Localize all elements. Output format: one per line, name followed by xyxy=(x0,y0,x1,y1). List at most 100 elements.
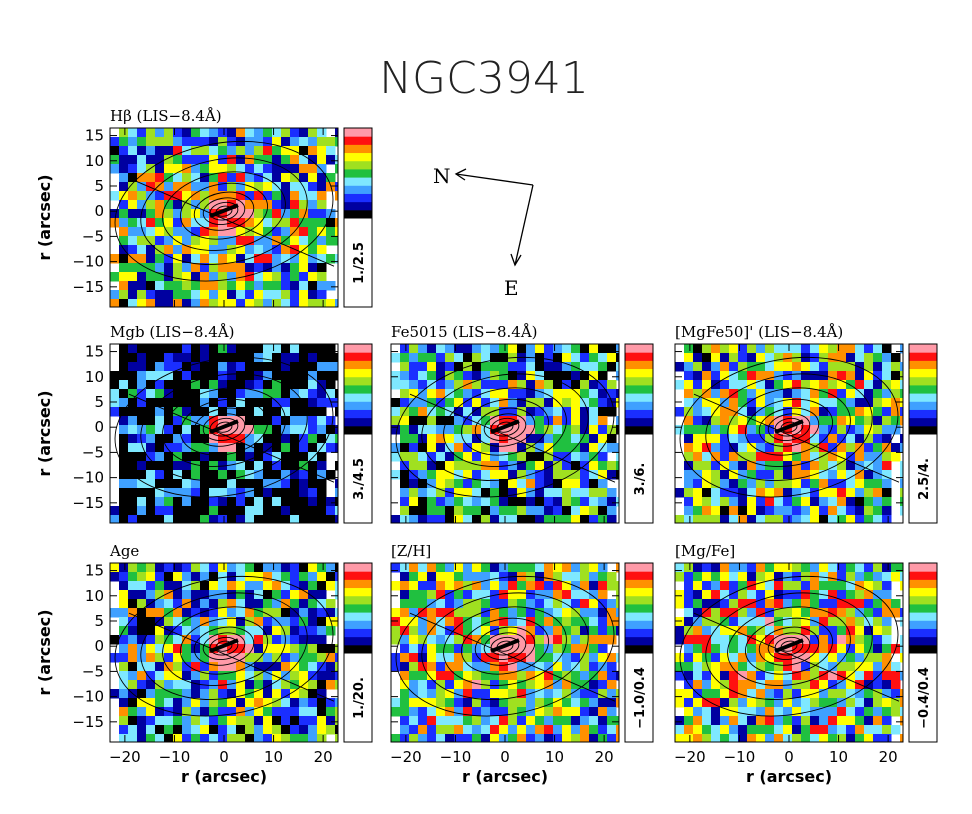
isophote-contours xyxy=(114,140,334,282)
panel-label: Age xyxy=(109,542,139,560)
x-tick-label: −10 xyxy=(159,748,191,766)
panel-label: [MgFe50]' (LIS−8.4Å) xyxy=(675,323,843,341)
compass-east-arrowhead xyxy=(510,253,522,267)
slit-line xyxy=(693,612,900,702)
panel-hbeta: Hβ (LIS−8.4Å) 15 10 5 0 −5 −10 −15 r (arcsec) 1./… xyxy=(35,107,373,308)
slit-line xyxy=(128,393,335,483)
isophote-contours xyxy=(395,575,615,717)
colorbar-range: −1.0/0.4 xyxy=(633,667,648,729)
isophote-contours xyxy=(114,356,334,498)
slit-line xyxy=(128,612,335,702)
map-hbeta xyxy=(110,128,338,307)
colorbar: 2.5/4. xyxy=(908,343,938,524)
panel-zh: [Z/H] −20 −10 0 10 20 r (arcsec) −1.0/0.4 xyxy=(390,542,654,786)
x-tick-label: 0 xyxy=(500,748,510,766)
kinematic-axis xyxy=(209,638,239,654)
y-tick-label: 5 xyxy=(94,393,104,411)
compass-rose xyxy=(454,168,534,267)
compass-east-arrow xyxy=(514,184,534,266)
panel-label: Mgb (LIS−8.4Å) xyxy=(110,323,234,341)
map-age xyxy=(110,563,338,742)
kinematic-axis xyxy=(774,638,804,654)
x-axis-ticks xyxy=(689,344,889,523)
y-tick-label: 5 xyxy=(94,612,104,630)
y-tick-label: 5 xyxy=(94,177,104,195)
y-axis-ticks xyxy=(391,351,619,504)
x-tick-label: 0 xyxy=(219,748,229,766)
y-axis-ticks: 15 10 5 0 −5 −10 −15 xyxy=(72,562,338,731)
x-axis-label: r (arcsec) xyxy=(181,767,267,786)
y-tick-label: −15 xyxy=(72,278,104,296)
colorbar-range: 1./20. xyxy=(352,677,367,719)
panel-fe5015: Fe5015 (LIS−8.4Å) 3./6. xyxy=(390,323,654,524)
compass-north-arrowhead xyxy=(454,168,467,181)
panel-mgb: Mgb (LIS−8.4Å) 15 10 5 0 −5 −10 −15 r (arcsec) 3.… xyxy=(35,323,373,524)
map-fe5015 xyxy=(391,344,619,523)
y-tick-label: 15 xyxy=(85,562,104,580)
kinematic-axis xyxy=(490,419,520,435)
panel-label: [Z/H] xyxy=(391,542,431,560)
x-tick-label: −20 xyxy=(390,748,422,766)
colorbar: 3./4.5 xyxy=(343,343,373,524)
x-tick-label: 10 xyxy=(829,748,848,766)
compass-east-label: E xyxy=(504,276,519,300)
y-tick-label: −15 xyxy=(72,494,104,512)
isophote-contours xyxy=(679,575,899,717)
colorbar-range: 3./4.5 xyxy=(352,458,367,500)
colorbar-range: 2.5/4. xyxy=(917,458,932,500)
y-axis-ticks xyxy=(391,570,619,723)
x-axis-ticks: −20 −10 0 10 20 xyxy=(109,563,333,766)
x-axis-ticks xyxy=(405,344,605,523)
x-axis-ticks xyxy=(124,344,324,523)
map-zh xyxy=(391,563,619,742)
slit-line xyxy=(409,612,616,702)
x-axis-label: r (arcsec) xyxy=(462,767,548,786)
isophote-contours xyxy=(679,356,899,498)
colorbar-range: 1./2.5 xyxy=(352,242,367,284)
x-tick-label: −20 xyxy=(109,748,141,766)
y-axis-ticks xyxy=(675,351,903,504)
map-mgfe50 xyxy=(675,344,903,523)
panel-mgfe50: [MgFe50]' (LIS−8.4Å) 2.5/4. xyxy=(674,323,938,524)
figure-title: NGC3941 xyxy=(379,53,589,104)
y-axis-ticks: 15 10 5 0 −5 −10 −15 xyxy=(72,127,338,296)
map-mgb xyxy=(110,344,338,523)
panel-mgfe: [Mg/Fe] −20 −10 0 10 20 r (arcsec) −0.4/0.4 xyxy=(674,542,938,786)
y-tick-label: 0 xyxy=(94,637,104,655)
x-tick-label: −10 xyxy=(724,748,756,766)
y-tick-label: 0 xyxy=(94,202,104,220)
kinematic-axis xyxy=(209,203,239,219)
y-tick-label: 15 xyxy=(85,127,104,145)
x-tick-label: 20 xyxy=(879,748,898,766)
y-tick-label: 10 xyxy=(85,152,104,170)
x-axis-ticks: −20 −10 0 10 20 xyxy=(390,563,614,766)
kinematic-axis xyxy=(774,419,804,435)
panel-label: [Mg/Fe] xyxy=(675,542,735,560)
x-tick-label: 10 xyxy=(545,748,564,766)
y-axis-ticks xyxy=(675,570,903,723)
y-tick-label: 0 xyxy=(94,418,104,436)
colorbar: 1./2.5 xyxy=(343,127,373,308)
colorbar: 1./20. xyxy=(343,562,373,743)
y-tick-label: −10 xyxy=(72,688,104,706)
y-tick-label: −5 xyxy=(82,443,104,461)
y-tick-label: −10 xyxy=(72,469,104,487)
colorbar-range: 3./6. xyxy=(633,463,648,496)
x-axis-ticks: −20 −10 0 10 20 xyxy=(674,563,898,766)
y-axis-label: r (arcsec) xyxy=(35,609,54,695)
y-axis-ticks: 15 10 5 0 −5 −10 −15 xyxy=(72,343,338,512)
x-tick-label: 10 xyxy=(264,748,283,766)
map-mgfe xyxy=(675,563,903,742)
colorbar: −0.4/0.4 xyxy=(908,562,938,743)
panel-label: Fe5015 (LIS−8.4Å) xyxy=(391,323,538,341)
isophote-contours xyxy=(395,356,615,498)
y-axis-label: r (arcsec) xyxy=(35,390,54,476)
slit-line xyxy=(128,177,335,267)
y-tick-label: 10 xyxy=(85,368,104,386)
compass-north-label: N xyxy=(433,164,451,188)
x-tick-label: 20 xyxy=(595,748,614,766)
x-tick-label: −10 xyxy=(440,748,472,766)
y-tick-label: −10 xyxy=(72,253,104,271)
x-tick-label: 0 xyxy=(784,748,794,766)
